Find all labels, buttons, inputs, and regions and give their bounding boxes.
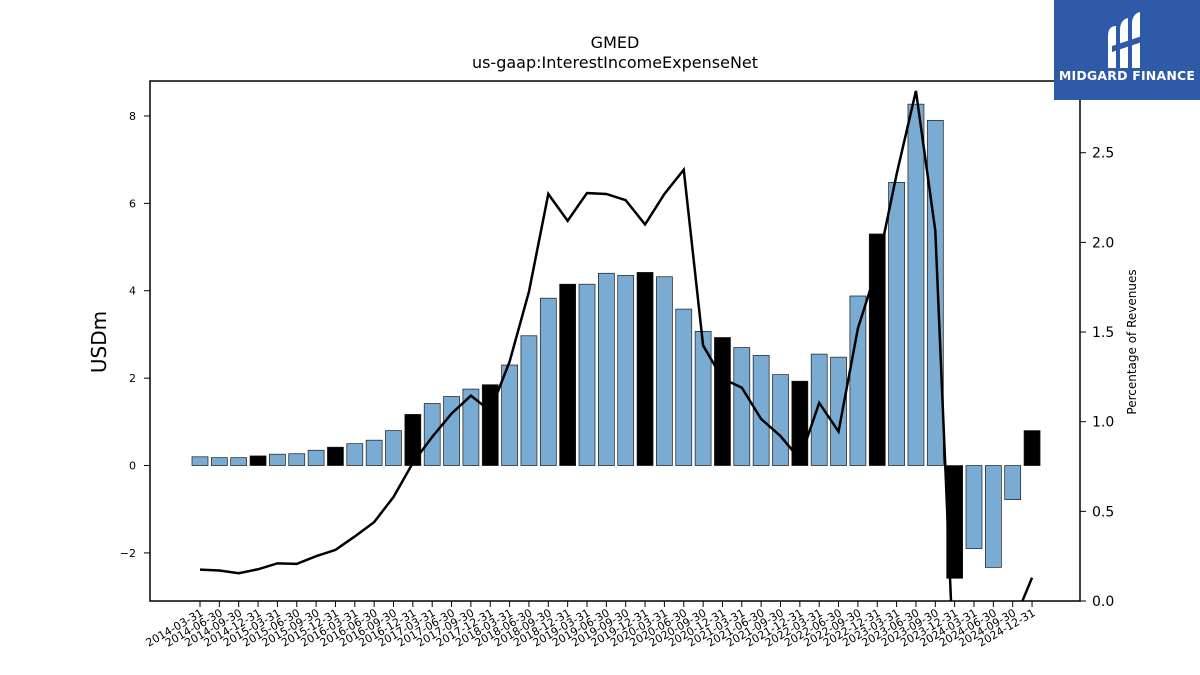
bar-2016-09-30 — [385, 430, 402, 466]
y-tick-label: 8 — [129, 110, 136, 123]
bar-2015-09-30 — [307, 449, 325, 466]
bar-2018-03-31 — [501, 364, 518, 466]
brand-name: MIDGARD FINANCE — [1058, 68, 1196, 83]
bar-2024-06-30 — [984, 465, 1002, 568]
bar-2015-03-31 — [269, 453, 286, 466]
bar-2023-03-31 — [888, 182, 905, 466]
bar-2017-06-30 — [443, 396, 460, 466]
bar-2021-06-30 — [752, 355, 770, 466]
axes: −2024680.00.51.01.52.02.52014-03-312014-… — [120, 80, 1114, 650]
bar-2021-09-30 — [772, 374, 789, 466]
y2-tick-label: 0.0 — [1092, 594, 1114, 610]
y2-tick-label: 2.5 — [1092, 146, 1114, 162]
y-tick-label: −2 — [120, 547, 136, 560]
bar-2020-09-30 — [694, 331, 712, 466]
chart-subtitle: us-gaap:InterestIncomeExpenseNet — [472, 53, 758, 72]
bar-2019-03-31 — [578, 283, 596, 466]
y-tick-label: 4 — [129, 285, 136, 298]
bar-2022-06-30 — [830, 356, 847, 466]
bar-2017-12-31 — [481, 384, 499, 466]
y-tick-label: 6 — [129, 197, 136, 210]
y2-tick-label: 1.0 — [1092, 415, 1114, 431]
y2-tick-label: 1.5 — [1092, 325, 1114, 341]
bar-2019-06-30 — [597, 272, 615, 466]
bar-series — [191, 103, 1041, 579]
bar-2016-03-31 — [346, 443, 364, 466]
bar-2020-06-30 — [675, 308, 693, 466]
bar-2017-09-30 — [462, 388, 480, 466]
bar-2020-12-31 — [714, 337, 731, 466]
bar-2014-06-30 — [211, 457, 228, 466]
bar-2019-12-31 — [636, 272, 654, 466]
bar-2016-06-30 — [365, 439, 383, 466]
bar-2023-06-30 — [907, 103, 925, 466]
y2-tick-label: 2.0 — [1092, 235, 1114, 251]
y2-axis-label: Percentage of Revenues — [1125, 269, 1139, 414]
bar-2018-12-31 — [559, 283, 577, 466]
bar-2015-06-30 — [288, 453, 306, 466]
brand-logo: MIDGARD FINANCE — [1054, 0, 1200, 100]
chart-title: GMED — [591, 33, 640, 52]
bar-2024-12-31 — [1023, 430, 1041, 466]
bar-2024-09-30 — [1004, 465, 1022, 500]
y-tick-label: 0 — [129, 460, 136, 473]
bar-2015-12-31 — [327, 446, 344, 466]
plot-frame — [149, 80, 1081, 602]
bar-2020-03-31 — [656, 276, 673, 466]
bar-2022-09-30 — [849, 295, 867, 466]
bar-2018-06-30 — [520, 335, 538, 466]
bar-2014-03-31 — [191, 456, 209, 466]
bar-2021-03-31 — [733, 347, 751, 466]
y-axis-label: USDm — [87, 311, 111, 373]
midgard-m-logo-icon — [1108, 12, 1142, 68]
bar-2019-09-30 — [617, 275, 635, 466]
bar-2022-03-31 — [810, 353, 828, 466]
bar-2014-12-31 — [249, 455, 267, 466]
bar-2016-12-31 — [404, 414, 422, 466]
y2-tick-label: 0.5 — [1092, 504, 1114, 520]
bar-2024-03-31 — [965, 465, 983, 549]
bar-2022-12-31 — [868, 233, 886, 466]
bar-2018-09-30 — [539, 297, 557, 466]
bar-2014-09-30 — [230, 457, 248, 466]
bar-2023-09-30 — [926, 119, 944, 466]
percentage-of-revenues-line — [199, 90, 1034, 601]
bar-2017-03-31 — [423, 403, 441, 466]
y-tick-label: 2 — [129, 372, 136, 385]
